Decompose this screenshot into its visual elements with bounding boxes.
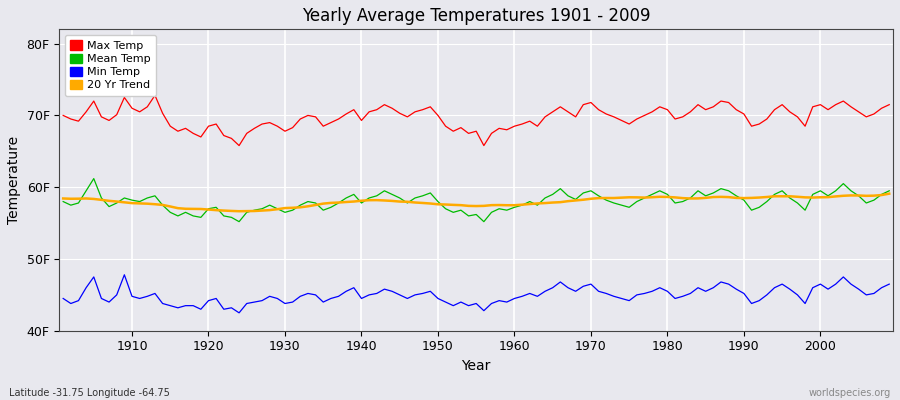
Text: worldspecies.org: worldspecies.org xyxy=(809,388,891,398)
Legend: Max Temp, Mean Temp, Min Temp, 20 Yr Trend: Max Temp, Mean Temp, Min Temp, 20 Yr Tre… xyxy=(65,35,157,96)
Title: Yearly Average Temperatures 1901 - 2009: Yearly Average Temperatures 1901 - 2009 xyxy=(302,7,651,25)
Text: Latitude -31.75 Longitude -64.75: Latitude -31.75 Longitude -64.75 xyxy=(9,388,170,398)
Y-axis label: Temperature: Temperature xyxy=(7,136,21,224)
X-axis label: Year: Year xyxy=(462,359,490,373)
